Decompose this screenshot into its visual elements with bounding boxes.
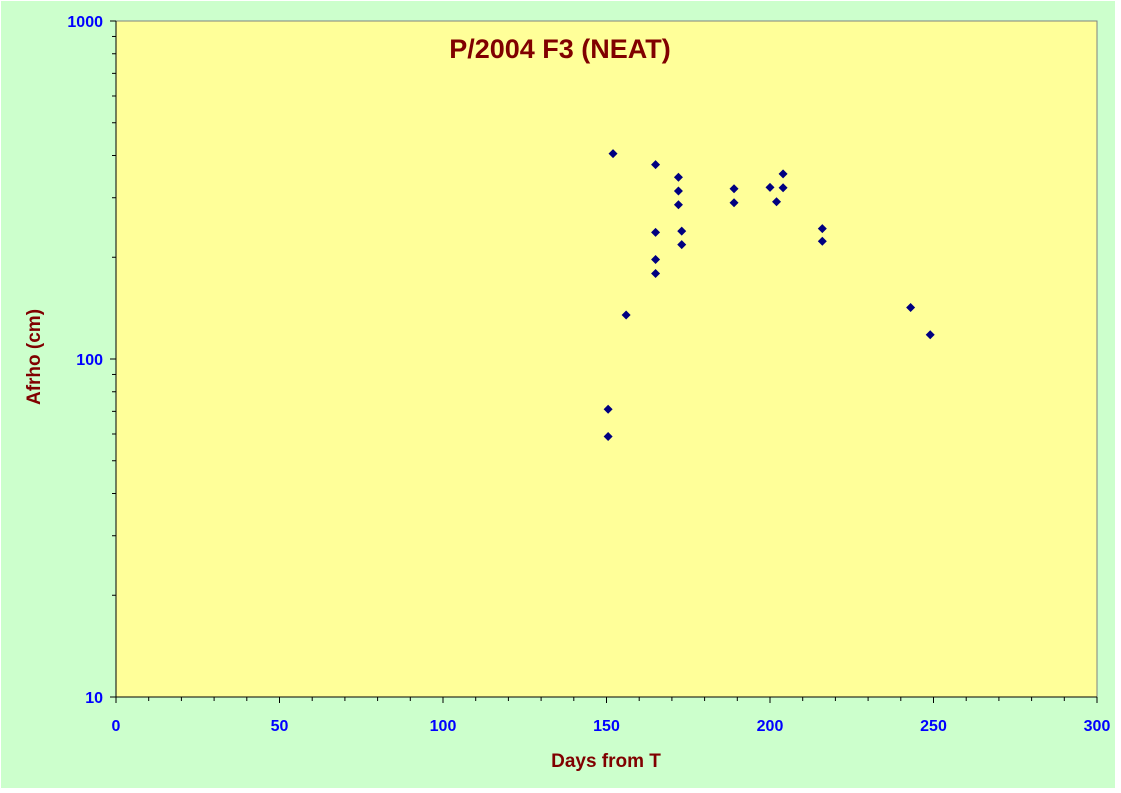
data-point-marker	[603, 404, 613, 414]
data-point-marker	[651, 269, 661, 279]
data-point-marker	[603, 431, 613, 441]
data-point-marker	[729, 198, 739, 208]
tick-labels: 0 50 100 150 200 250 300 10 100 1000	[67, 14, 1110, 735]
data-point-marker	[817, 236, 827, 246]
data-point-marker	[906, 303, 916, 313]
data-point-marker	[621, 310, 631, 320]
plot-area	[115, 20, 1098, 698]
data-point-marker	[925, 330, 935, 340]
data-point-marker	[608, 149, 618, 159]
data-point-marker	[651, 160, 661, 170]
x-tick-label: 0	[112, 718, 121, 735]
data-point-marker	[772, 197, 782, 207]
data-point-marker	[673, 200, 683, 210]
data-point-marker	[673, 186, 683, 196]
x-tick-label: 300	[1084, 718, 1111, 735]
data-point-marker	[673, 172, 683, 182]
x-axis-title: Days from T	[551, 751, 661, 772]
x-tick-label: 50	[271, 718, 289, 735]
x-tick-label: 250	[920, 718, 947, 735]
data-point-marker	[817, 224, 827, 234]
y-tick-label: 1000	[67, 14, 103, 31]
data-point-marker	[778, 169, 788, 179]
data-point-marker	[765, 182, 775, 192]
y-axis-title: Afrho (cm)	[24, 309, 45, 405]
x-tick-label: 100	[430, 718, 457, 735]
data-point-marker	[651, 254, 661, 264]
axis-ticks	[110, 20, 1098, 703]
data-point-marker	[651, 227, 661, 237]
x-tick-label: 150	[593, 718, 620, 735]
data-point-marker	[778, 183, 788, 193]
chart-title: P/2004 F3 (NEAT)	[449, 34, 671, 64]
data-point-marker	[677, 240, 687, 250]
data-point-marker	[677, 226, 687, 236]
x-tick-label: 200	[757, 718, 784, 735]
y-tick-label: 10	[85, 690, 103, 707]
y-tick-label: 100	[76, 352, 103, 369]
data-point-marker	[729, 184, 739, 194]
data-points	[603, 149, 935, 441]
